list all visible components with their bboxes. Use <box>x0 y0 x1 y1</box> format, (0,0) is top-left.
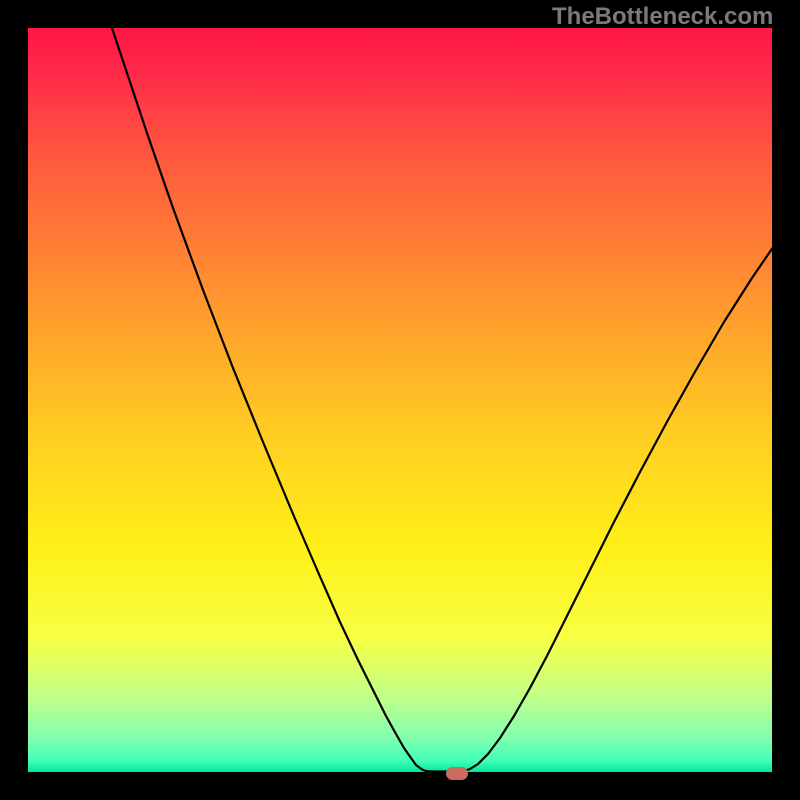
watermark-text: TheBottleneck.com <box>552 3 773 31</box>
chart-container: TheBottleneck.com <box>0 0 800 800</box>
optimal-marker <box>446 767 468 780</box>
plot-area <box>28 28 772 772</box>
bottleneck-curve <box>28 28 772 772</box>
